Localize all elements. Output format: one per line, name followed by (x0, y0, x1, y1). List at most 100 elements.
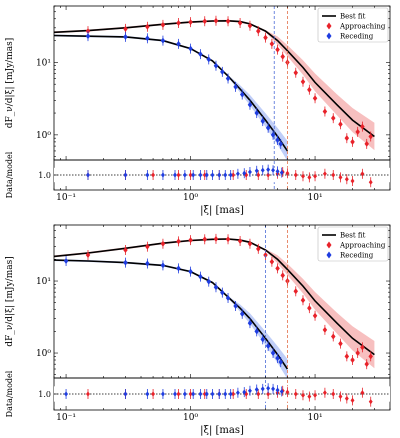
receding-point (239, 91, 245, 98)
approaching-point (322, 108, 328, 115)
ratio-receding-point (160, 391, 165, 397)
ratio-receding-point (191, 172, 196, 178)
ratio-receding-point (248, 169, 252, 175)
legend-entry-best-fit: Best fit (340, 232, 366, 240)
ratio-approaching-point (313, 173, 317, 179)
receding-point (265, 124, 271, 131)
approaching-point (355, 128, 360, 135)
receding-point (145, 260, 150, 267)
legend-receding-swatch (326, 251, 332, 259)
approaching-point (364, 361, 369, 368)
legend: Best fit Approaching Receding (317, 226, 389, 262)
approaching-point (360, 344, 365, 351)
approaching-band (54, 238, 375, 369)
ratio-receding-point (260, 167, 265, 173)
approaching-point (213, 17, 219, 24)
ratio-approaching-point (338, 393, 343, 400)
x-tick-label: 10⁰ (183, 193, 198, 203)
receding-point (233, 83, 238, 90)
legend-entry-best-fit: Best fit (340, 13, 366, 21)
approaching-point (350, 357, 355, 364)
approaching-point (247, 240, 253, 247)
ratio-receding-point (86, 172, 90, 178)
ratio-receding-point (173, 172, 177, 178)
approaching-point (312, 95, 318, 102)
approaching-point (202, 236, 207, 243)
ratio-receding-point (198, 172, 203, 178)
approaching-point (202, 18, 207, 25)
ratio-approaching-point (307, 174, 312, 180)
receding-point (233, 302, 238, 309)
ratio-approaching-point (231, 391, 236, 397)
ratio-receding-point (145, 391, 150, 397)
ratio-approaching-point (86, 391, 90, 397)
ratio-receding-point (242, 170, 247, 176)
legend-receding-swatch (326, 32, 332, 40)
ratio-receding-point (64, 391, 69, 397)
approaching-point (160, 21, 166, 28)
approaching-point (85, 28, 91, 35)
ratio-approaching-point (368, 399, 373, 405)
approaching-point (344, 353, 350, 360)
approaching-point (344, 135, 350, 142)
ratio-approaching-point (188, 391, 193, 397)
ratio-approaching-point (331, 391, 336, 397)
receding-point (160, 37, 166, 44)
ratio-tick-label: 1.0 (38, 171, 51, 180)
approaching-point (85, 251, 91, 258)
approaching-point (307, 305, 312, 312)
ratio-receding-point (266, 385, 271, 391)
approaching-point (145, 23, 150, 30)
ratio-receding-point (271, 167, 276, 173)
receding-point (275, 355, 280, 362)
ratio-approaching-point (293, 391, 298, 397)
receding-point (254, 110, 259, 117)
approaching-point (368, 353, 373, 360)
ratio-receding-point (254, 386, 259, 393)
approaching-point (263, 34, 268, 41)
approaching-point (176, 238, 181, 245)
ratio-receding-point (204, 172, 209, 178)
legend-entry-receding: Receding (340, 252, 374, 260)
approaching-point (225, 18, 231, 25)
receding-point (270, 350, 276, 357)
ratio-approaching-point (176, 391, 181, 397)
approaching-point (350, 138, 355, 145)
ratio-approaching-point (360, 390, 365, 396)
approaching-point (263, 251, 268, 258)
ratio-approaching-point (256, 172, 261, 178)
ratio-receding-point (182, 391, 187, 397)
receding-band (54, 259, 288, 379)
ratio-receding-point (210, 391, 215, 397)
ratio-receding-point (145, 172, 150, 178)
approaching-point (269, 258, 275, 265)
receding-point (198, 51, 203, 58)
receding-point (225, 295, 231, 302)
approaching-point (188, 19, 193, 26)
receding-point (225, 75, 231, 82)
approaching-point (293, 288, 299, 295)
approaching-point (360, 123, 365, 130)
ratio-receding-point (242, 389, 247, 395)
x-tick-label: 10¹ (308, 413, 323, 423)
ratio-receding-point (182, 172, 187, 178)
receding-point (145, 35, 150, 42)
ratio-receding-point (228, 391, 233, 397)
approaching-point (275, 265, 280, 272)
ratio-receding-point (266, 167, 271, 173)
y-axis-label: dF_ν/d|ξ| [mJy/mas] (5, 38, 15, 128)
receding-point (247, 101, 253, 108)
ratio-approaching-point (285, 170, 290, 176)
receding-point (260, 336, 265, 343)
legend-entry-receding: Receding (340, 33, 374, 41)
ratio-receding-point (204, 391, 209, 397)
receding-point (188, 268, 193, 275)
receding-point (123, 33, 128, 40)
ratio-approaching-point (202, 391, 207, 397)
approaching-point (330, 115, 336, 122)
ratio-approaching-point (360, 171, 365, 177)
receding-point (198, 273, 203, 280)
ratio-approaching-point (344, 395, 349, 402)
ratio-receding-point (123, 391, 128, 397)
